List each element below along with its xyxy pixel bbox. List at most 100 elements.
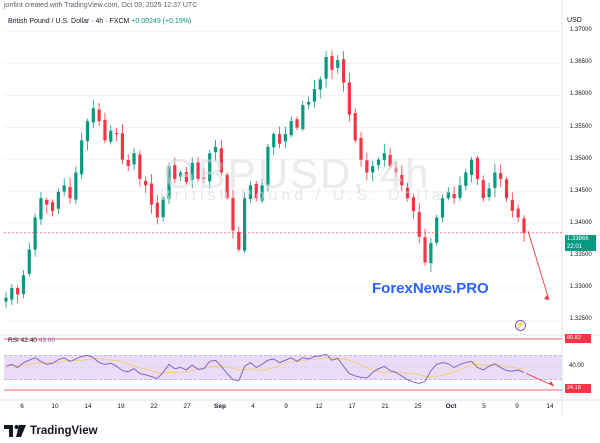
candle-body bbox=[10, 288, 14, 300]
symbol-legend[interactable]: British Pound / U.S. Dollar · 4h · FXCM … bbox=[8, 18, 191, 25]
rsi-second-value: 43.00 bbox=[38, 337, 56, 344]
rsi-axis-label: 40.00 bbox=[569, 363, 585, 369]
time-tick-label: 27 bbox=[183, 403, 191, 410]
candle-body bbox=[394, 167, 398, 173]
time-tick-label: 14 bbox=[84, 403, 92, 410]
candle-body bbox=[470, 159, 474, 175]
rsi-label: RSI bbox=[8, 337, 19, 344]
candle-body bbox=[499, 173, 503, 179]
rsi-line bbox=[5, 353, 525, 384]
candle-body bbox=[475, 157, 480, 179]
candle-body bbox=[266, 146, 270, 186]
tradingview-brand[interactable]: TradingView bbox=[4, 423, 98, 439]
candle-body bbox=[85, 121, 90, 142]
candle-body bbox=[353, 113, 357, 141]
candle-body bbox=[295, 119, 299, 128]
candle-body bbox=[272, 133, 276, 148]
candle-body bbox=[411, 197, 416, 212]
candle-body bbox=[208, 153, 212, 182]
time-tick-label: 9 bbox=[284, 403, 288, 410]
candle-body bbox=[400, 174, 404, 186]
candle-body bbox=[190, 162, 194, 180]
symbol-description: British Pound / U.S. Dollar · 4h · FXCM bbox=[8, 18, 130, 25]
price-tick-label: 1.33000 bbox=[570, 284, 592, 291]
time-tick-label: 21 bbox=[381, 403, 389, 410]
bar-countdown: 22:01 bbox=[567, 244, 583, 250]
price-tick-label: 1.37000 bbox=[570, 27, 592, 34]
time-tick-label: 5 bbox=[482, 403, 486, 410]
candle-body bbox=[359, 137, 363, 160]
candle-body bbox=[74, 172, 78, 200]
price-tick-label: 1.33500 bbox=[570, 251, 592, 258]
candle-body bbox=[347, 82, 351, 115]
tradingview-logo-icon bbox=[4, 425, 26, 437]
candle-body bbox=[289, 121, 293, 136]
candle-body bbox=[62, 185, 66, 192]
tradingview-name: TradingView bbox=[30, 425, 98, 437]
candle-body bbox=[97, 109, 101, 122]
last-price: 1.33866 bbox=[567, 236, 589, 242]
candle-body bbox=[39, 198, 43, 220]
rsi-ma-line bbox=[5, 357, 525, 378]
candle-body bbox=[173, 165, 177, 179]
candle-body bbox=[371, 166, 375, 173]
time-tick-label: Oct bbox=[445, 403, 457, 410]
time-tick-label: 12 bbox=[315, 403, 323, 410]
candle-body bbox=[237, 232, 241, 250]
candle-body bbox=[504, 179, 509, 199]
price-change: +0.00249 (+0.19%) bbox=[131, 18, 192, 25]
candle-body bbox=[330, 56, 334, 70]
candle-body bbox=[440, 198, 445, 218]
candle-body bbox=[213, 146, 218, 153]
candle-body bbox=[91, 108, 95, 123]
candle-body bbox=[202, 177, 206, 179]
candle-body bbox=[277, 134, 282, 144]
lightning-icon[interactable]: ⚡ bbox=[515, 320, 526, 331]
candle-body bbox=[452, 194, 456, 199]
candle-body bbox=[376, 159, 381, 165]
rsi-lower-badge: 24.18 bbox=[565, 384, 591, 393]
time-tick-label: 9 bbox=[515, 403, 519, 410]
candle-body bbox=[45, 199, 49, 205]
candle-body bbox=[341, 59, 346, 83]
forecast-arrow bbox=[527, 230, 550, 301]
candle-body bbox=[301, 105, 305, 130]
candle-body bbox=[435, 217, 439, 243]
symbol-watermark: GBPUSD, 4h bbox=[163, 150, 431, 197]
candle-body bbox=[243, 198, 247, 251]
candle-body bbox=[4, 297, 8, 302]
candle-body bbox=[458, 185, 462, 198]
candle-body bbox=[231, 197, 235, 231]
rsi-legend[interactable]: RSI 42.40 43.00 bbox=[8, 337, 55, 344]
candle-body bbox=[184, 172, 189, 183]
candle-body bbox=[307, 101, 311, 105]
candle-body bbox=[50, 202, 55, 212]
candle-body bbox=[464, 172, 468, 186]
rsi-value: 42.40 bbox=[20, 337, 37, 344]
candle-body bbox=[254, 183, 258, 199]
candle-body bbox=[144, 180, 148, 186]
time-tick-label: Sep bbox=[214, 403, 226, 410]
candle-body bbox=[481, 180, 485, 199]
candle-body bbox=[312, 89, 317, 102]
candle-body bbox=[167, 166, 171, 199]
candle-body bbox=[56, 191, 60, 209]
time-tick-label: 22 bbox=[150, 403, 158, 410]
candle-body bbox=[27, 249, 31, 274]
candle-body bbox=[365, 160, 369, 173]
candle-body bbox=[114, 133, 119, 135]
candle-body bbox=[493, 172, 497, 188]
price-tick-label: 1.35000 bbox=[570, 155, 592, 162]
candle-body bbox=[248, 185, 253, 199]
candle-body bbox=[149, 183, 154, 205]
candle-body bbox=[388, 155, 392, 167]
currency-label: USD bbox=[567, 17, 582, 24]
price-tick-label: 1.36500 bbox=[570, 59, 592, 66]
candle-body bbox=[109, 130, 113, 142]
last-price-badge: 1.33866 22:01 bbox=[565, 235, 596, 251]
candle-body bbox=[155, 202, 159, 218]
candle-body bbox=[510, 200, 514, 212]
candle-body bbox=[405, 187, 410, 199]
rsi-forecast-arrow-head bbox=[549, 381, 554, 386]
